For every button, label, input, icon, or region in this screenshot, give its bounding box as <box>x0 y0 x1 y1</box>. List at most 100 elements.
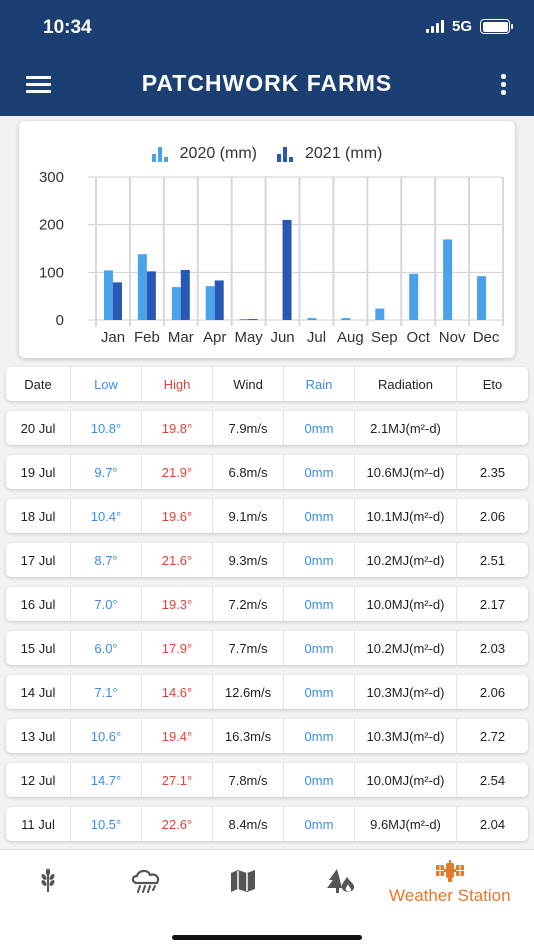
nav-label-weather-station: Weather Station <box>389 886 511 905</box>
cell-eto: 2.04 <box>479 816 506 832</box>
cell-eto: 2.35 <box>479 464 506 480</box>
bar-2021 <box>282 219 292 320</box>
cell-high: 27.1° <box>142 763 213 797</box>
x-tick-label: Aug <box>337 329 364 346</box>
table-row[interactable]: 19 Jul 9.7° 21.9° 6.8m/s 0mm 10.6MJ(m²-d) 2.35 <box>6 455 528 489</box>
cell-date: 17 Jul <box>6 543 71 577</box>
cell-wind: 16.3m/s <box>213 719 284 753</box>
bar-2020 <box>341 318 351 320</box>
bar-2020 <box>477 276 487 320</box>
cell-date: 11 Jul <box>6 807 71 841</box>
header-rain: Rain <box>284 367 355 401</box>
nav-map[interactable] <box>229 868 257 894</box>
cell-high: 19.8° <box>142 411 213 445</box>
y-tick-label: 300 <box>39 169 64 186</box>
cell-eto <box>457 411 528 445</box>
cell-date: 14 Jul <box>6 675 71 709</box>
cell-eto: 2.03 <box>479 640 506 656</box>
nav-weather-station[interactable]: Weather Station <box>389 860 511 906</box>
cell-radiation: 10.3MJ(m²-d) <box>355 675 457 709</box>
fire-tree-icon <box>327 869 355 893</box>
cell-date: 15 Jul <box>6 631 71 665</box>
app-bar: 10:34 5G PATCHWORK FARMS <box>0 0 534 116</box>
cell-radiation: 10.0MJ(m²-d) <box>355 587 457 621</box>
cell-low: 10.4° <box>71 499 142 533</box>
bar-2021 <box>146 271 156 320</box>
cell-date: 19 Jul <box>6 455 71 489</box>
y-tick-label: 200 <box>39 217 64 234</box>
header-high: High <box>142 367 213 401</box>
cell-low: 9.7° <box>71 455 142 489</box>
cell-low: 8.7° <box>71 543 142 577</box>
chart-legend: 2020 (mm) 2021 (mm) <box>19 145 515 163</box>
y-tick-label: 100 <box>39 264 64 281</box>
cell-date: 20 Jul <box>6 411 71 445</box>
nav-fire[interactable] <box>326 868 356 894</box>
cell-eto: 2.06 <box>479 508 506 524</box>
nav-crops[interactable] <box>36 868 60 894</box>
bar-2020 <box>443 239 453 320</box>
bar-2021 <box>214 280 224 320</box>
satellite-icon <box>435 860 464 882</box>
cell-low: 10.5° <box>71 807 142 841</box>
bar-2021 <box>248 319 258 320</box>
cell-low: 10.8° <box>71 411 142 445</box>
bar-2020 <box>103 270 113 320</box>
legend-item-2020[interactable]: 2020 (mm) <box>151 145 257 163</box>
cell-rain: 0mm <box>284 411 355 445</box>
cell-eto: 2.54 <box>479 772 506 788</box>
x-tick-label: Nov <box>439 329 466 346</box>
legend-item-2021[interactable]: 2021 (mm) <box>277 145 382 163</box>
cell-high: 14.6° <box>142 675 213 709</box>
x-tick-label: Jan <box>101 329 125 346</box>
header-wind: Wind <box>213 367 284 401</box>
x-tick-label: Dec <box>473 329 500 346</box>
cell-date: 13 Jul <box>6 719 71 753</box>
table-row[interactable]: 13 Jul 10.6° 19.4° 16.3m/s 0mm 10.3MJ(m²-d) 2.… <box>6 719 528 753</box>
nav-rain[interactable] <box>129 868 163 894</box>
cell-rain: 0mm <box>284 719 355 753</box>
cell-wind: 6.8m/s <box>213 455 284 489</box>
bar-2020 <box>409 273 419 320</box>
table-row[interactable]: 17 Jul 8.7° 21.6° 9.3m/s 0mm 10.2MJ(m²-d) 2.51 <box>6 543 528 577</box>
table-row[interactable]: 18 Jul 10.4° 19.6° 9.1m/s 0mm 10.1MJ(m²-d) 2.0… <box>6 499 528 533</box>
cell-date: 16 Jul <box>6 587 71 621</box>
cell-low: 10.6° <box>71 719 142 753</box>
cell-high: 19.4° <box>142 719 213 753</box>
header-eto: Eto <box>482 376 503 392</box>
weather-table: Date Low High Wind Rain Radiation Eto 20… <box>6 367 528 851</box>
table-row[interactable]: 11 Jul 10.5° 22.6° 8.4m/s 0mm 9.6MJ(m²-d) 2.04 <box>6 807 528 841</box>
cell-wind: 7.9m/s <box>213 411 284 445</box>
table-row[interactable]: 20 Jul 10.8° 19.8° 7.9m/s 0mm 2.1MJ(m²-d) <box>6 411 528 445</box>
cell-eto: 2.51 <box>479 552 506 568</box>
network-type: 5G <box>451 18 472 35</box>
table-row[interactable]: 16 Jul 7.0° 19.3° 7.2m/s 0mm 10.0MJ(m²-d) 2.17 <box>6 587 528 621</box>
cell-low: 7.1° <box>71 675 142 709</box>
more-vertical-icon[interactable] <box>498 73 508 97</box>
wheat-icon <box>41 868 55 892</box>
cell-rain: 0mm <box>284 631 355 665</box>
bar-2020 <box>307 318 317 320</box>
cell-wind: 12.6m/s <box>213 675 284 709</box>
signal-icon <box>425 20 444 33</box>
rain-cloud-icon <box>131 869 160 893</box>
cell-radiation: 9.6MJ(m²-d) <box>355 807 457 841</box>
page-title: PATCHWORK FARMS <box>141 70 393 96</box>
cell-eto: 2.17 <box>479 596 506 612</box>
cell-low: 6.0° <box>71 631 142 665</box>
cell-high: 19.3° <box>142 587 213 621</box>
hamburger-menu-icon[interactable] <box>26 74 52 94</box>
cell-date: 18 Jul <box>6 499 71 533</box>
table-row[interactable]: 12 Jul 14.7° 27.1° 7.8m/s 0mm 10.0MJ(m²-d) 2.5… <box>6 763 528 797</box>
table-row[interactable]: 15 Jul 6.0° 17.9° 7.7m/s 0mm 10.2MJ(m²-d) 2.03 <box>6 631 528 665</box>
cell-high: 21.9° <box>142 455 213 489</box>
x-tick-label: Feb <box>134 329 160 346</box>
cell-eto: 2.72 <box>479 728 506 744</box>
table-row[interactable]: 14 Jul 7.1° 14.6° 12.6m/s 0mm 10.3MJ(m²-d) 2.0… <box>6 675 528 709</box>
cell-rain: 0mm <box>284 499 355 533</box>
table-header-row: Date Low High Wind Rain Radiation Eto <box>6 367 528 401</box>
legend-label-2021: 2021 (mm) <box>305 145 383 162</box>
status-icons: 5G <box>425 18 513 35</box>
bar-2020 <box>375 308 385 320</box>
cell-radiation: 10.1MJ(m²-d) <box>355 499 457 533</box>
